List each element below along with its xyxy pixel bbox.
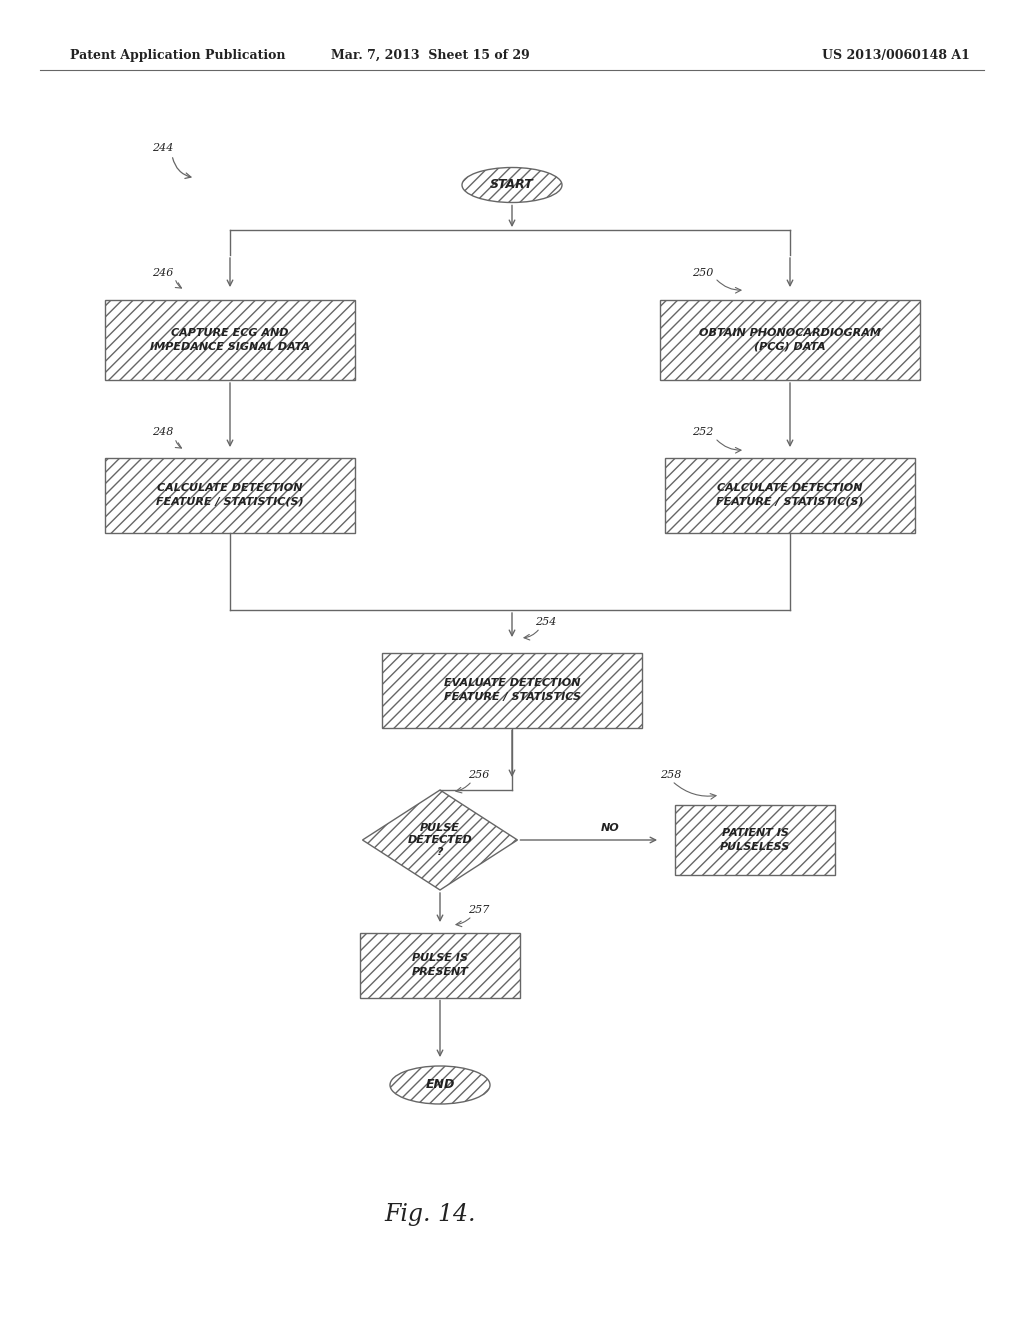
Bar: [105, 300, 355, 380]
Bar: [105, 458, 355, 532]
Text: START: START: [490, 178, 534, 191]
Text: 257: 257: [468, 906, 489, 915]
Text: 254: 254: [535, 616, 556, 627]
Text: PULSE IS
PRESENT: PULSE IS PRESENT: [412, 953, 468, 977]
Text: END: END: [425, 1078, 455, 1092]
Text: 248: 248: [152, 426, 173, 437]
Bar: [360, 932, 520, 998]
Text: Fig. 14.: Fig. 14.: [384, 1204, 476, 1226]
Text: Patent Application Publication: Patent Application Publication: [70, 49, 286, 62]
Bar: [660, 300, 920, 380]
Text: PULSE
DETECTED
?: PULSE DETECTED ?: [408, 822, 472, 858]
Text: OBTAIN PHONOCARDIOGRAM
(PCG) DATA: OBTAIN PHONOCARDIOGRAM (PCG) DATA: [699, 329, 881, 351]
Text: NO: NO: [601, 822, 620, 833]
Text: 246: 246: [152, 268, 173, 279]
Text: 244: 244: [152, 143, 173, 153]
Text: EVALUATE DETECTION
FEATURE / STATISTICS: EVALUATE DETECTION FEATURE / STATISTICS: [443, 678, 581, 702]
Text: Mar. 7, 2013  Sheet 15 of 29: Mar. 7, 2013 Sheet 15 of 29: [331, 49, 529, 62]
Text: 250: 250: [692, 268, 714, 279]
Text: 256: 256: [468, 770, 489, 780]
Text: CAPTURE ECG AND
IMPEDANCE SIGNAL DATA: CAPTURE ECG AND IMPEDANCE SIGNAL DATA: [150, 329, 310, 351]
Text: CALCULATE DETECTION
FEATURE / STATISTIC(S): CALCULATE DETECTION FEATURE / STATISTIC(…: [157, 483, 304, 507]
Text: PATIENT IS
PULSELESS: PATIENT IS PULSELESS: [720, 829, 791, 851]
Text: US 2013/0060148 A1: US 2013/0060148 A1: [822, 49, 970, 62]
Bar: [382, 652, 642, 727]
Text: CALCULATE DETECTION
FEATURE / STATISTIC(S): CALCULATE DETECTION FEATURE / STATISTIC(…: [716, 483, 864, 507]
Bar: [675, 805, 835, 875]
Text: 252: 252: [692, 426, 714, 437]
Ellipse shape: [462, 168, 562, 202]
Polygon shape: [362, 789, 517, 890]
Ellipse shape: [390, 1067, 490, 1104]
Bar: [665, 458, 915, 532]
Text: 258: 258: [660, 770, 681, 780]
